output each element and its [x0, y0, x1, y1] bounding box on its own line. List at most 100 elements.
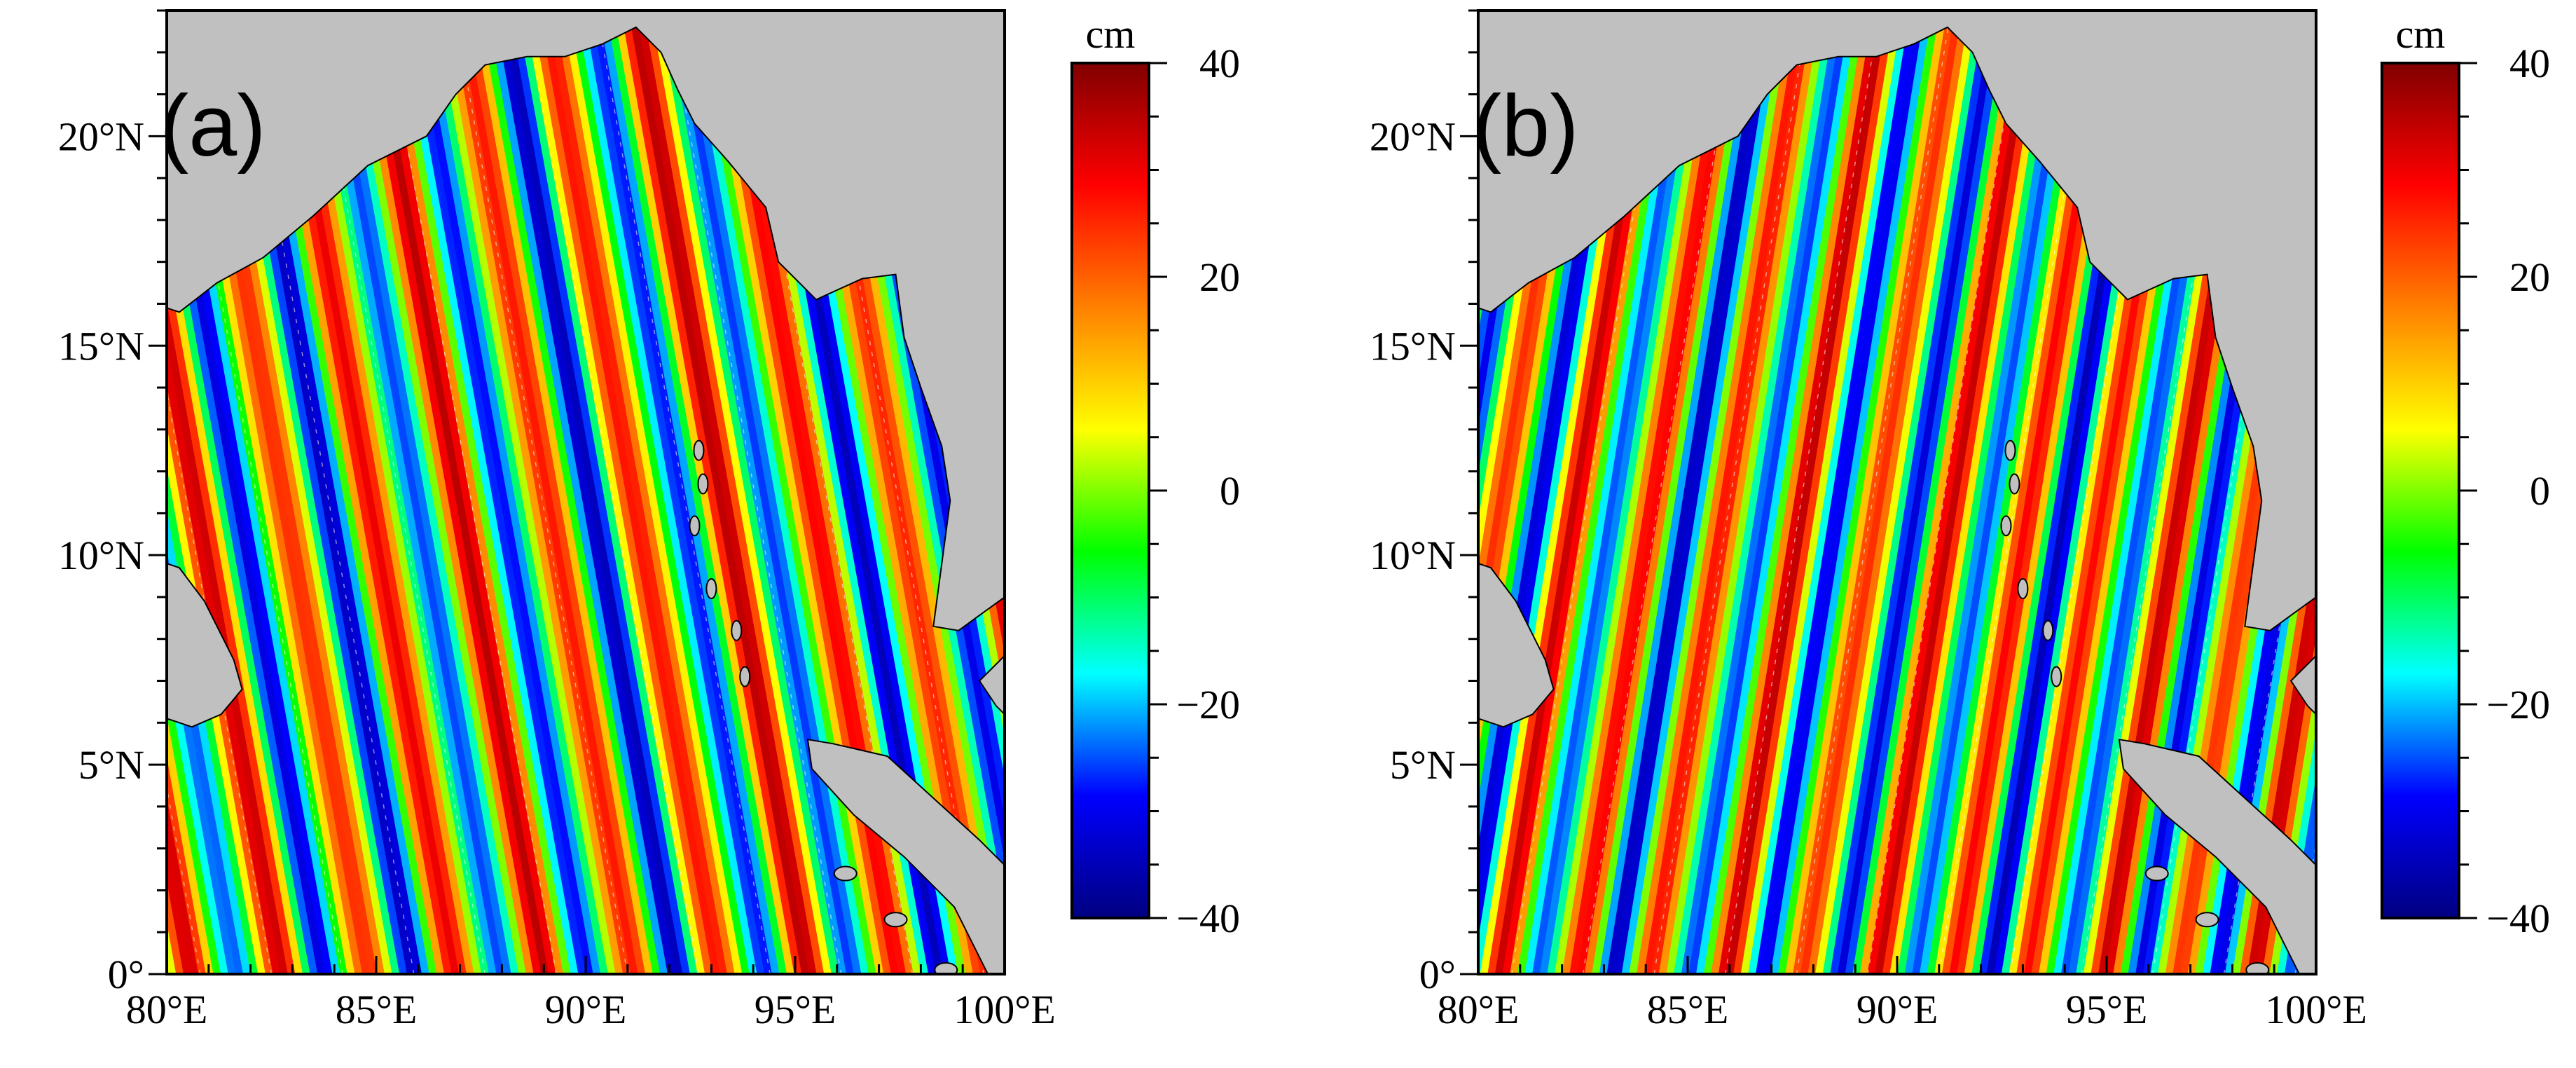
wave-strip: [1949, 11, 2112, 974]
wave-strip: [1815, 11, 1978, 974]
wave-strip: [1569, 11, 1732, 974]
wave-strip: [1964, 11, 2126, 974]
wave-strip: [1897, 11, 2060, 974]
wave-strip: [591, 11, 773, 974]
wave-strip: [233, 11, 415, 974]
wave-strip: [1480, 11, 1642, 974]
land-malay: [978, 655, 1005, 716]
wave-strip: [1510, 11, 1672, 974]
wave-strip: [1636, 11, 1799, 974]
island: [2195, 912, 2219, 928]
wave-strip: [1718, 11, 1881, 974]
wave-strip: [1777, 11, 1941, 974]
wave-strip: [1695, 11, 1859, 974]
wave-strip: [278, 11, 460, 974]
panel-label-a: (a): [160, 78, 266, 174]
y-tick-label: 5°N: [78, 742, 144, 788]
island: [2004, 439, 2016, 461]
x-tick-label: 80°E: [126, 987, 208, 1032]
wave-strip: [0, 11, 35, 974]
wave-strip: [315, 11, 497, 974]
wave-strip: [703, 11, 884, 974]
island: [883, 912, 908, 928]
wave-strip: [1644, 11, 1806, 974]
wave-strip: [0, 11, 64, 974]
wave-strip: [270, 11, 453, 974]
wave-strip: [1837, 11, 2000, 974]
land-sri-lanka: [167, 563, 243, 728]
wave-strip: [553, 11, 736, 974]
wave-strip: [1845, 11, 2007, 974]
map-b: [1227, 9, 2576, 975]
wave-strip: [1912, 11, 2074, 974]
wave-strip: [2448, 11, 2576, 974]
wave-strip: [1517, 11, 1680, 974]
island: [731, 619, 743, 641]
wave-strip: [1547, 11, 1709, 974]
wave-strip: [1494, 11, 1658, 974]
wave-strip: [2456, 11, 2576, 974]
colorbar-tick-label: −40: [1176, 896, 1240, 941]
wave-strip: [1859, 11, 2023, 974]
wave-strip: [680, 11, 862, 974]
wave-strip: [397, 11, 579, 974]
land-sri-lanka: [1478, 563, 1555, 728]
wave-strip: [1487, 11, 1650, 974]
y-tick-label: 15°N: [1370, 323, 1456, 369]
x-axis-b: 80°E 85°E 90°E 95°E 100°E: [1438, 956, 2367, 1032]
wave-strip: [1867, 11, 2030, 974]
wave-strip: [1539, 11, 1702, 974]
wave-strip: [665, 11, 847, 974]
island: [2144, 865, 2169, 882]
y-tick-label: 20°N: [58, 114, 144, 159]
wave-strip: [1770, 11, 1933, 974]
wave-strip: [1889, 11, 2052, 974]
wave-strip: [308, 11, 490, 974]
wave-strip: [516, 11, 698, 974]
wave-strip: [628, 11, 810, 974]
wave-strip: [1822, 11, 1985, 974]
land-india-myanmar: [167, 11, 1005, 631]
wave-strip: [479, 11, 661, 974]
colorbar-unit: cm: [2396, 11, 2446, 57]
colorbar-ramp: [2382, 63, 2459, 918]
wave-strip: [471, 11, 654, 974]
wave-strip: [1554, 11, 1717, 974]
wave-strip: [256, 11, 437, 974]
colorbar-unit: cm: [1086, 11, 1136, 57]
wave-strip: [635, 11, 818, 974]
island: [833, 865, 857, 882]
wave-strip: [300, 11, 482, 974]
land-malay: [2289, 655, 2316, 716]
wave-strip: [2261, 636, 2316, 974]
wave-strip: [412, 11, 594, 974]
wave-strip: [1957, 11, 2119, 974]
wave-strip: [605, 11, 787, 974]
wave-strip: [0, 11, 20, 974]
wave-strip: [673, 11, 855, 974]
wave-strip: [263, 11, 445, 974]
wave-strip: [1599, 11, 1761, 974]
wave-strip: [1681, 11, 1843, 974]
panel-b: 80°E 85°E 90°E 95°E 100°E 0°5°N10°N15°N20°N …: [1227, 9, 2576, 1032]
island: [2009, 473, 2020, 495]
wave-strip: [1227, 11, 1389, 974]
colorbar-tick-label: −20: [1176, 682, 1240, 727]
wave-strip: [367, 11, 549, 974]
island: [2042, 619, 2054, 641]
wave-strip: [2560, 11, 2576, 974]
wave-strip: [486, 11, 668, 974]
wave-strip: [502, 11, 683, 974]
colorbar-tick-label: 40: [2509, 41, 2550, 86]
wave-strip: [360, 11, 542, 974]
wave-strip: [1666, 11, 1828, 974]
colorbar-ramp: [1072, 63, 1149, 918]
land-mask-a: [167, 11, 1005, 974]
wave-strip: [0, 11, 5, 974]
wave-strip: [2478, 11, 2576, 974]
wave-strip: [420, 11, 601, 974]
wave-strip: [1584, 11, 1747, 974]
wave-strip: [293, 11, 475, 974]
wave-strip: [2240, 497, 2316, 974]
x-tick-label: 90°E: [1857, 987, 1938, 1032]
